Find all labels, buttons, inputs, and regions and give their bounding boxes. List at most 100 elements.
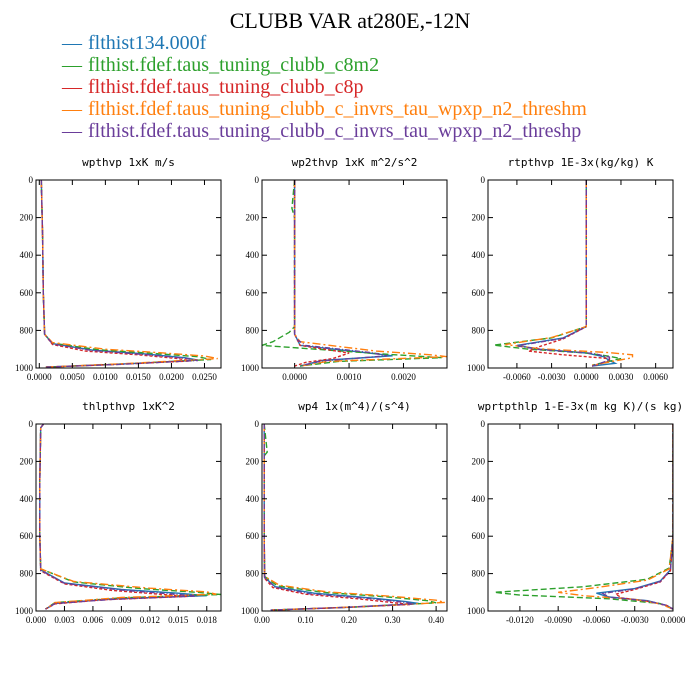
y-tick-label: 0 [29, 175, 34, 185]
y-tick-label: 0 [481, 175, 486, 185]
y-tick-label: 400 [246, 494, 260, 504]
y-tick-label: 200 [20, 213, 34, 223]
y-tick-label: 200 [246, 456, 260, 466]
series-line [40, 180, 199, 368]
x-tick-label: -0.0030 [538, 372, 566, 382]
series-line [263, 424, 437, 611]
x-tick-label: 0.0150 [126, 372, 151, 382]
panel-title: wp2thvp 1xK m^2/s^2 [292, 156, 418, 169]
x-tick-label: 0.20 [341, 615, 357, 625]
y-tick-label: 800 [246, 569, 260, 579]
series-group [493, 180, 634, 367]
x-tick-label: -0.0060 [503, 372, 531, 382]
legend-label: flthist.fdef.taus_tuning_clubb_c_invrs_t… [88, 120, 582, 142]
y-tick-label: 1000 [241, 363, 260, 373]
x-tick-label: -0.0060 [583, 615, 611, 625]
series-line [263, 424, 419, 611]
y-tick-label: 200 [472, 456, 486, 466]
series-line [516, 180, 618, 367]
legend-label: flthist.fdef.taus_tuning_clubb_c_invrs_t… [88, 98, 587, 120]
series-line [505, 180, 634, 366]
x-tick-label: 0.0000 [574, 372, 599, 382]
chart-panel: wprtpthlp 1-E-3x(m kg K)/(s kg) 0 200 400 60… [467, 400, 686, 625]
series-line [293, 180, 447, 367]
legend: — flthist134.000f — flthist.fdef.taus_tuni… [62, 32, 587, 142]
y-tick-label: 600 [472, 288, 486, 298]
y-tick-label: 1000 [15, 363, 34, 373]
legend-swatch: — [62, 120, 82, 142]
chart-panel: rtpthvp 1E-3x(kg/kg) K 0 200 400 600 800 1000 -… [467, 156, 674, 382]
y-tick-label: 0 [481, 419, 486, 429]
series-line [263, 424, 415, 611]
x-tick-label: -0.0090 [544, 615, 572, 625]
series-line [558, 424, 673, 610]
series-line [494, 424, 673, 610]
x-tick-label: 0.0030 [609, 372, 634, 382]
series-line [40, 180, 199, 368]
y-tick-label: 400 [472, 494, 486, 504]
y-tick-label: 600 [246, 531, 260, 541]
legend-swatch: — [62, 76, 82, 98]
series-group [39, 424, 221, 610]
x-tick-label: 0.0060 [643, 372, 668, 382]
legend-item: — flthist.fdef.taus_tuning_clubb_c8p [62, 76, 587, 98]
y-tick-label: 600 [20, 531, 34, 541]
y-tick-label: 0 [255, 175, 260, 185]
y-tick-label: 400 [472, 250, 486, 260]
x-tick-label: 0.10 [298, 615, 314, 625]
x-tick-label: 0.0000 [27, 372, 52, 382]
y-tick-label: 1000 [15, 606, 34, 616]
x-tick-label: 0.003 [54, 615, 75, 625]
x-tick-label: 0.000 [26, 615, 47, 625]
x-tick-label: 0.0010 [337, 372, 362, 382]
x-tick-label: 0.0200 [159, 372, 184, 382]
plot-frame [35, 423, 222, 612]
y-tick-label: 200 [246, 213, 260, 223]
series-line [528, 180, 611, 367]
y-tick-label: 600 [472, 531, 486, 541]
plot-frame [487, 423, 674, 612]
series-line [293, 180, 350, 367]
y-tick-label: 0 [29, 419, 34, 429]
series-line [40, 180, 218, 368]
series-line [40, 180, 192, 368]
series-group [40, 180, 218, 368]
y-tick-label: 800 [20, 569, 34, 579]
legend-item: — flthist.fdef.taus_tuning_clubb_c8m2 [62, 54, 587, 76]
plot-frame [261, 179, 448, 369]
legend-item: — flthist.fdef.taus_tuning_clubb_c_invrs_… [62, 120, 587, 142]
panel-title: thlpthvp 1xK^2 [82, 400, 175, 413]
x-tick-label: 0.018 [197, 615, 218, 625]
y-tick-label: 200 [20, 456, 34, 466]
series-line [263, 424, 411, 611]
x-tick-label: 0.0000 [282, 372, 307, 382]
series-line [39, 424, 207, 610]
panel-title: wpthvp 1xK m/s [82, 156, 175, 169]
series-line [39, 424, 198, 610]
x-tick-label: 0.009 [111, 615, 132, 625]
series-line [39, 424, 217, 610]
x-tick-label: -0.0120 [506, 615, 534, 625]
series-line [262, 180, 442, 367]
x-tick-label: 0.0000 [661, 615, 686, 625]
legend-swatch: — [62, 32, 82, 54]
series-line [516, 180, 611, 367]
series-line [40, 180, 212, 368]
legend-item: — flthist134.000f [62, 32, 587, 54]
x-tick-label: 0.0100 [93, 372, 118, 382]
y-tick-label: 0 [255, 419, 260, 429]
x-tick-label: 0.40 [428, 615, 444, 625]
y-tick-label: 800 [20, 325, 34, 335]
y-tick-label: 1000 [241, 606, 260, 616]
y-tick-label: 200 [472, 213, 486, 223]
x-tick-label: 0.30 [385, 615, 401, 625]
y-tick-label: 800 [472, 325, 486, 335]
x-tick-label: 0.0020 [391, 372, 416, 382]
y-tick-label: 400 [20, 250, 34, 260]
x-tick-label: 0.015 [168, 615, 189, 625]
series-line [39, 424, 221, 610]
